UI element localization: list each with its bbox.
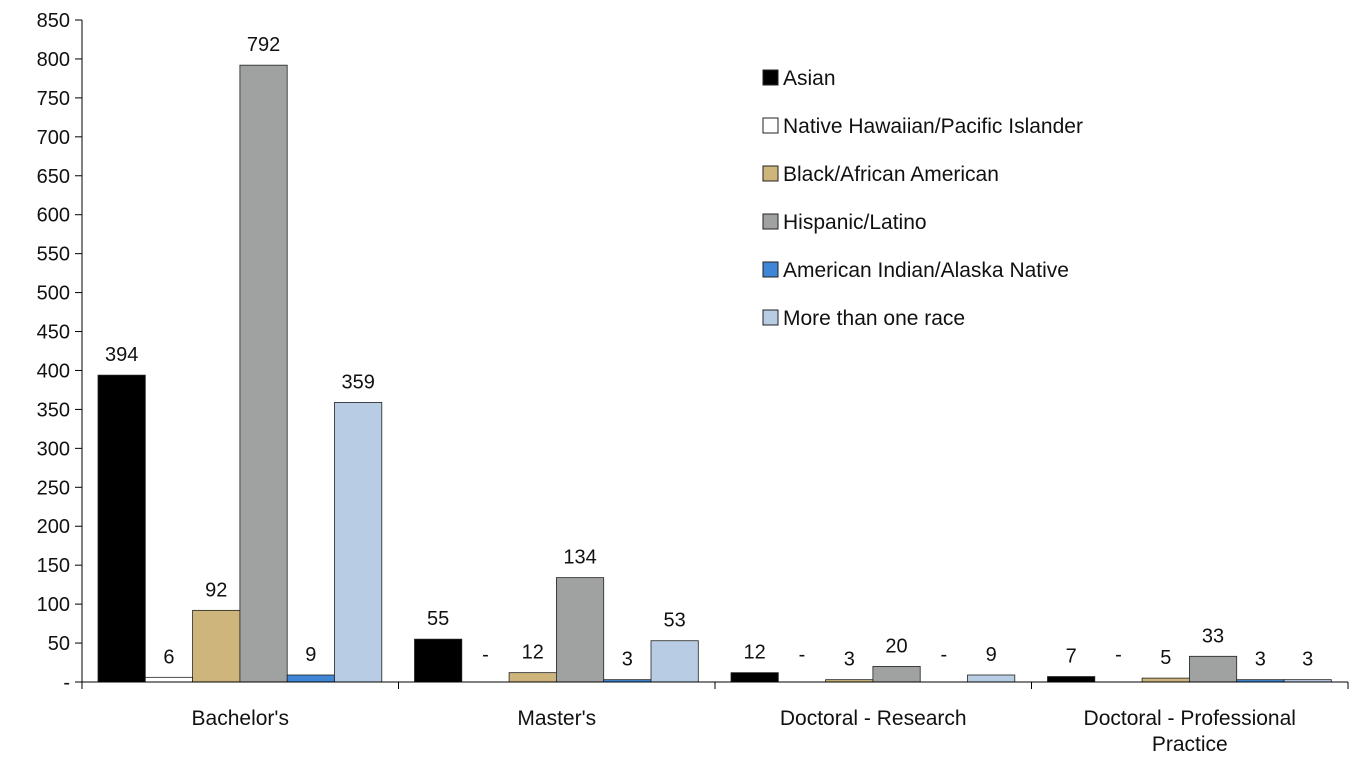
bar <box>508 672 557 683</box>
data-label: - <box>941 644 948 666</box>
legend-swatch <box>762 261 779 278</box>
data-label: 134 <box>563 547 596 569</box>
y-tick-label: 500 <box>37 283 70 305</box>
bar <box>872 666 921 683</box>
data-label: - <box>1115 644 1122 666</box>
data-label: 3 <box>1255 649 1266 671</box>
y-tick-label: 100 <box>37 594 70 616</box>
data-labels: 394 55 12 7 6 - - - 92 12 3 5 792 134 20 33 9 3 - 3 359 53 9 3 <box>105 34 1313 670</box>
data-label: 3 <box>622 649 633 671</box>
y-tick-label: 800 <box>37 49 70 71</box>
legend-label: More than one race <box>783 307 965 330</box>
bar <box>650 640 699 683</box>
data-label: 3 <box>844 649 855 671</box>
y-tick-label: 650 <box>37 166 70 188</box>
data-label: 55 <box>427 608 449 630</box>
data-label: 92 <box>205 579 227 601</box>
bar <box>556 577 605 683</box>
bar <box>1141 677 1190 683</box>
y-tick-label: - <box>63 672 70 694</box>
legend: Asian Native Hawaiian/Pacific Islander Bla… <box>762 67 1083 330</box>
bars <box>97 64 1332 683</box>
data-label: 394 <box>105 344 138 366</box>
data-label: 3 <box>1302 649 1313 671</box>
y-tick-label: 450 <box>37 322 70 344</box>
legend-label: Asian <box>783 67 836 90</box>
legend-label: Hispanic/Latino <box>783 211 927 234</box>
bar <box>967 674 1016 683</box>
bar <box>144 676 194 683</box>
bar <box>286 674 335 683</box>
category-label: Master's <box>517 707 596 730</box>
y-tick-label: 700 <box>37 127 70 149</box>
y-tick-label: 850 <box>37 10 70 32</box>
legend-label: American Indian/Alaska Native <box>783 259 1069 282</box>
data-label: 6 <box>163 646 174 668</box>
bar <box>730 672 779 683</box>
data-label: 33 <box>1202 625 1224 647</box>
legend-label: Native Hawaiian/Pacific Islander <box>783 115 1083 138</box>
data-label: 9 <box>986 644 997 666</box>
bar <box>192 609 241 683</box>
data-label: 359 <box>341 371 374 393</box>
x-axis: Bachelor's Master's Doctoral - Research Doc… <box>81 681 1349 756</box>
legend-swatch <box>762 309 779 326</box>
data-label: - <box>482 644 489 666</box>
legend-swatch <box>762 165 779 182</box>
y-tick-label: 300 <box>37 438 70 460</box>
bar <box>239 64 288 683</box>
data-label: 5 <box>1160 647 1171 669</box>
bar <box>1047 676 1096 683</box>
bar <box>97 374 146 683</box>
y-tick-label: 550 <box>37 244 70 266</box>
data-label: - <box>799 644 806 666</box>
category-label: Doctoral - Professional <box>1084 707 1296 730</box>
y-tick-label: 50 <box>48 633 70 655</box>
y-tick-label: 150 <box>37 555 70 577</box>
legend-swatch <box>762 213 779 230</box>
y-tick-label: 400 <box>37 360 70 382</box>
y-tick-label: 350 <box>37 399 70 421</box>
y-tick-label: 250 <box>37 477 70 499</box>
data-label: 9 <box>305 644 316 666</box>
data-label: 53 <box>664 610 686 632</box>
y-tick-label: 600 <box>37 205 70 227</box>
data-label: 12 <box>744 642 766 664</box>
legend-label: Black/African American <box>783 163 999 186</box>
legend-swatch <box>762 117 779 134</box>
bar <box>414 638 463 683</box>
legend-swatch <box>762 69 779 86</box>
y-tick-label: 200 <box>37 516 70 538</box>
bar <box>334 402 383 683</box>
bar <box>1189 655 1238 683</box>
data-label: 20 <box>885 635 907 657</box>
category-label: Practice <box>1152 733 1228 756</box>
y-tick-label: 750 <box>37 88 70 110</box>
data-label: 12 <box>522 642 544 664</box>
category-label: Bachelor's <box>192 707 289 730</box>
y-axis: - 50 100 150 200 250 300 350 400 450 500 550 600 650 7… <box>37 10 83 694</box>
data-label: 7 <box>1066 646 1077 668</box>
category-label: Doctoral - Research <box>780 707 967 730</box>
data-label: 792 <box>247 34 280 56</box>
